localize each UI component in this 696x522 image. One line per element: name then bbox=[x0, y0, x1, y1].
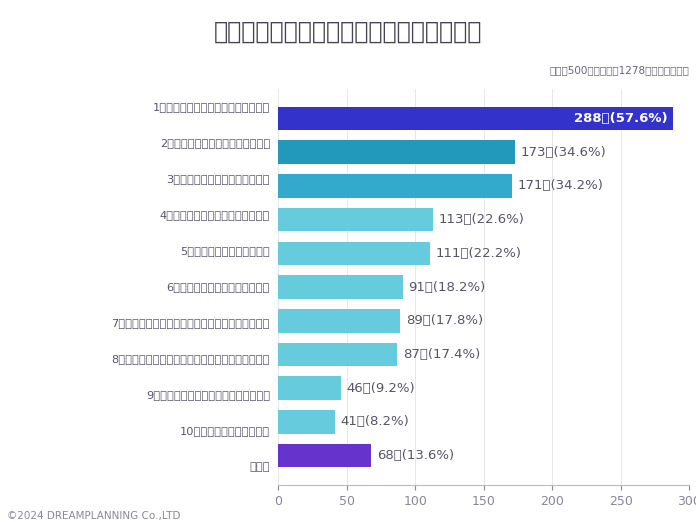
Text: 68人(13.6%): 68人(13.6%) bbox=[377, 449, 454, 462]
Text: （ｎ＝500　総回答数1278　複数回答可）: （ｎ＝500 総回答数1278 複数回答可） bbox=[549, 65, 689, 75]
Bar bbox=[278, 107, 672, 130]
Text: 111人(22.2%): 111人(22.2%) bbox=[436, 247, 522, 260]
Bar bbox=[278, 140, 515, 164]
Bar bbox=[278, 242, 430, 265]
Text: 41人(8.2%): 41人(8.2%) bbox=[340, 416, 409, 429]
Text: 171人(34.2%): 171人(34.2%) bbox=[518, 180, 604, 193]
Text: その他: その他 bbox=[249, 462, 270, 472]
Text: 46人(9.2%): 46人(9.2%) bbox=[347, 382, 416, 395]
Text: 6位：いじめ対策予算の大幅増額: 6位：いじめ対策予算の大幅増額 bbox=[166, 282, 270, 292]
Text: 91人(18.2%): 91人(18.2%) bbox=[409, 281, 486, 293]
Bar bbox=[278, 376, 341, 400]
Bar bbox=[278, 309, 400, 333]
Text: 288人(57.6%): 288人(57.6%) bbox=[574, 112, 667, 125]
Text: 2位：スクールカウンセラーを充実: 2位：スクールカウンセラーを充実 bbox=[160, 138, 270, 148]
Text: 8位：いじめが発生した学校関係者などを厳罰処分: 8位：いじめが発生した学校関係者などを厳罰処分 bbox=[111, 354, 270, 364]
Text: 3位：親子で対話する時間を確保: 3位：親子で対話する時間を確保 bbox=[166, 174, 270, 184]
Text: 173人(34.6%): 173人(34.6%) bbox=[521, 146, 606, 159]
Text: ©2024 DREAMPLANNING Co.,LTD: ©2024 DREAMPLANNING Co.,LTD bbox=[7, 511, 180, 521]
Text: 9位：加害者に対する教師の体罰を許容: 9位：加害者に対する教師の体罰を許容 bbox=[146, 390, 270, 400]
Bar bbox=[278, 343, 397, 366]
Text: 10位：軽度の体罰を合法化: 10位：軽度の体罰を合法化 bbox=[180, 426, 270, 436]
Text: 87人(17.4%): 87人(17.4%) bbox=[403, 348, 480, 361]
Text: 1位：加害児童に対する処分の厳罰化: 1位：加害児童に対する処分の厳罰化 bbox=[153, 102, 270, 112]
Text: 113人(22.6%): 113人(22.6%) bbox=[438, 213, 524, 226]
Bar bbox=[278, 208, 433, 231]
Bar bbox=[278, 275, 403, 299]
Bar bbox=[278, 174, 512, 198]
Bar bbox=[278, 444, 372, 467]
Text: 5位：道徳教育の時間を充実: 5位：道徳教育の時間を充実 bbox=[180, 246, 270, 256]
Text: いじめ撲滅には何が有効だと思いますか？: いじめ撲滅には何が有効だと思いますか？ bbox=[214, 19, 482, 43]
Text: 89人(17.8%): 89人(17.8%) bbox=[406, 314, 483, 327]
Text: 7位：いじめを隠蔽した学校関係者などを徹底報道: 7位：いじめを隠蔽した学校関係者などを徹底報道 bbox=[111, 318, 270, 328]
Bar bbox=[278, 410, 335, 434]
Text: 4位：親が子供を叱れるように指導: 4位：親が子供を叱れるように指導 bbox=[160, 210, 270, 220]
